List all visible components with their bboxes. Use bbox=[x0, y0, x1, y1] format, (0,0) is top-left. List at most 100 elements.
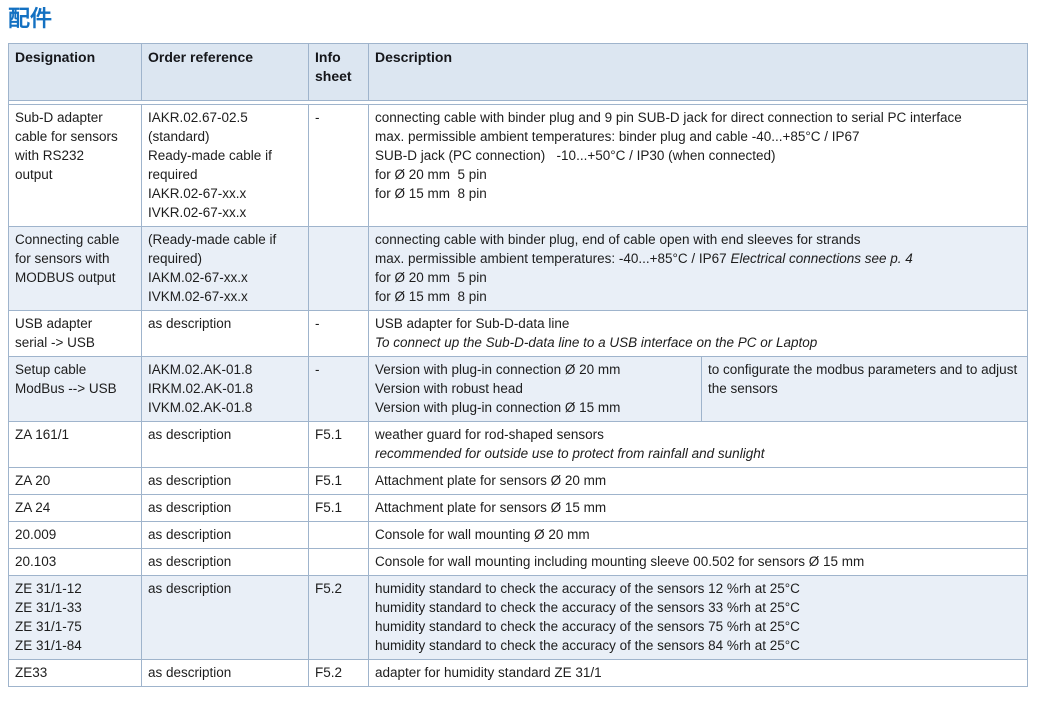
cell-order-reference: as description bbox=[141, 494, 309, 522]
table-row: ZE33 as description F5.2 adapter for humidi… bbox=[8, 659, 1028, 687]
text-line: for Ø 20 mm 5 pin bbox=[375, 167, 487, 182]
cell-designation: USB adapter serial -> USB bbox=[8, 310, 142, 357]
cell-order-reference: IAKM.02.AK-01.8 IRKM.02.AK-01.8 IVKM.02.AK… bbox=[141, 356, 309, 422]
text-line: - bbox=[315, 110, 320, 125]
text-line: 20.103 bbox=[15, 554, 57, 569]
text-line: ZE 31/1-33 bbox=[15, 600, 82, 615]
text-line: ZE 31/1-84 bbox=[15, 638, 82, 653]
text-line: ZE33 bbox=[15, 665, 48, 680]
cell-info-sheet: F5.1 bbox=[308, 467, 369, 495]
text-line: F5.1 bbox=[315, 500, 343, 515]
table-body: Sub-D adapter cable for sensors with RS232… bbox=[8, 104, 1028, 687]
text-line: as description bbox=[148, 554, 232, 569]
text-line: as description bbox=[148, 500, 232, 515]
table-row: USB adapter serial -> USB as description - U… bbox=[8, 310, 1028, 357]
text-line: F5.2 bbox=[315, 581, 343, 596]
cell-description: humidity standard to check the accuracy … bbox=[368, 575, 1028, 660]
page-title: 配件 bbox=[8, 6, 53, 31]
cell-info-sheet: F5.1 bbox=[308, 421, 369, 468]
cell-order-reference: IAKR.02.67-02.5 (standard) Ready-made cabl… bbox=[141, 104, 309, 227]
cell-order-reference: as description bbox=[141, 548, 309, 576]
text-line: Version with plug-in connection Ø 20 mm bbox=[375, 362, 621, 377]
text-line: adapter for humidity standard ZE 31/1 bbox=[375, 665, 602, 680]
cell-description: Attachment plate for sensors Ø 15 mm bbox=[368, 494, 1028, 522]
text-line: Version with robust head bbox=[375, 381, 523, 396]
text-line: as description bbox=[148, 316, 232, 331]
text-line: ModBus --> USB bbox=[15, 381, 117, 396]
text-line: ZE 31/1-75 bbox=[15, 619, 82, 634]
text-line: for Ø 20 mm 5 pin bbox=[375, 270, 487, 285]
table-row: Setup cable ModBus --> USB IAKM.02.AK-01.8… bbox=[8, 356, 1028, 422]
header-designation: Designation bbox=[8, 43, 142, 101]
text-line: (standard) bbox=[148, 129, 210, 144]
cell-order-reference: as description bbox=[141, 575, 309, 660]
cell-designation: 20.009 bbox=[8, 521, 142, 549]
description-right: to configurate the modbus parameters and… bbox=[702, 357, 1027, 421]
table-row: 20.009 as description Console for wall mou… bbox=[8, 521, 1028, 549]
text-line: Console for wall mounting Ø 20 mm bbox=[375, 527, 590, 542]
cell-description: Attachment plate for sensors Ø 20 mm bbox=[368, 467, 1028, 495]
cell-designation: ZA 24 bbox=[8, 494, 142, 522]
text-line: humidity standard to check the accuracy … bbox=[375, 638, 800, 653]
text-line: IAKM.02.AK-01.8 bbox=[148, 362, 253, 377]
cell-info-sheet bbox=[308, 226, 369, 311]
text-line: F5.1 bbox=[315, 427, 343, 442]
table-row: ZA 24 as description F5.1 Attachment plate … bbox=[8, 494, 1028, 522]
text-line: as description bbox=[148, 473, 232, 488]
text-line: IAKR.02.67-02.5 bbox=[148, 110, 248, 125]
cell-designation: 20.103 bbox=[8, 548, 142, 576]
text-line: Attachment plate for sensors Ø 20 mm bbox=[375, 473, 607, 488]
text-line: IVKM.02.AK-01.8 bbox=[148, 400, 253, 415]
table-row: ZA 20 as description F5.1 Attachment plate … bbox=[8, 467, 1028, 495]
header-row: Designation Order reference Info sheet D… bbox=[8, 43, 1028, 101]
text-line: Connecting cable bbox=[15, 232, 120, 247]
text-line: Attachment plate for sensors Ø 15 mm bbox=[375, 500, 607, 515]
cell-order-reference: as description bbox=[141, 659, 309, 687]
text-line: To connect up the Sub-D-data line to a U… bbox=[375, 335, 818, 350]
header-description: Description bbox=[368, 43, 1028, 101]
table-row: ZA 161/1 as description F5.1 weather guard … bbox=[8, 421, 1028, 468]
cell-description: USB adapter for Sub-D-data line To connec… bbox=[368, 310, 1028, 357]
cell-info-sheet: - bbox=[308, 104, 369, 227]
header-gap-row bbox=[8, 100, 1028, 105]
cell-description: Console for wall mounting including moun… bbox=[368, 548, 1028, 576]
cell-info-sheet bbox=[308, 521, 369, 549]
text-line: 20.009 bbox=[15, 527, 57, 542]
text-line: connecting cable with binder plug, end o… bbox=[375, 232, 861, 247]
accessories-table: Designation Order reference Info sheet D… bbox=[8, 43, 1028, 687]
text-line: F5.2 bbox=[315, 665, 343, 680]
text-line: ZA 24 bbox=[15, 500, 51, 515]
cell-order-reference: as description bbox=[141, 521, 309, 549]
cell-description: connecting cable with binder plug, end o… bbox=[368, 226, 1028, 311]
text-line: as description bbox=[148, 527, 232, 542]
text-line: recommended for outside use to protect f… bbox=[375, 446, 765, 461]
text-line: required bbox=[148, 167, 198, 182]
cell-description: Version with plug-in connection Ø 20 mm V… bbox=[368, 356, 1028, 422]
cell-order-reference: as description bbox=[141, 421, 309, 468]
text-line: ZA 161/1 bbox=[15, 427, 70, 442]
text-line: to configurate the modbus parameters and… bbox=[708, 362, 1018, 396]
text-line: max. permissible ambient temperatures: b… bbox=[375, 129, 860, 144]
cell-order-reference: as description bbox=[141, 467, 309, 495]
table-row: 20.103 as description Console for wall mou… bbox=[8, 548, 1028, 576]
text-line: MODBUS output bbox=[15, 270, 116, 285]
text-line: humidity standard to check the accuracy … bbox=[375, 600, 800, 615]
text-line: cable for sensors bbox=[15, 129, 118, 144]
text-line: USB adapter for Sub-D-data line bbox=[375, 316, 570, 331]
text-line: IVKR.02-67-xx.x bbox=[148, 205, 247, 220]
text-line: max. permissible ambient temperatures: -… bbox=[375, 251, 913, 266]
description-split: Version with plug-in connection Ø 20 mm V… bbox=[369, 357, 1027, 421]
cell-designation: ZA 161/1 bbox=[8, 421, 142, 468]
text-line: ZA 20 bbox=[15, 473, 51, 488]
cell-order-reference: (Ready-made cable if required) IAKM.02-67-… bbox=[141, 226, 309, 311]
table-row: Connecting cable for sensors with MODBUS o… bbox=[8, 226, 1028, 311]
text-line: IRKM.02.AK-01.8 bbox=[148, 381, 254, 396]
cell-info-sheet: F5.2 bbox=[308, 659, 369, 687]
text-line: ZE 31/1-12 bbox=[15, 581, 82, 596]
cell-info-sheet bbox=[308, 548, 369, 576]
header-info-sheet: Info sheet bbox=[308, 43, 369, 101]
text-line: F5.1 bbox=[315, 473, 343, 488]
description-left: Version with plug-in connection Ø 20 mm V… bbox=[369, 357, 702, 421]
cell-info-sheet: F5.2 bbox=[308, 575, 369, 660]
text-line: IAKM.02-67-xx.x bbox=[148, 270, 248, 285]
